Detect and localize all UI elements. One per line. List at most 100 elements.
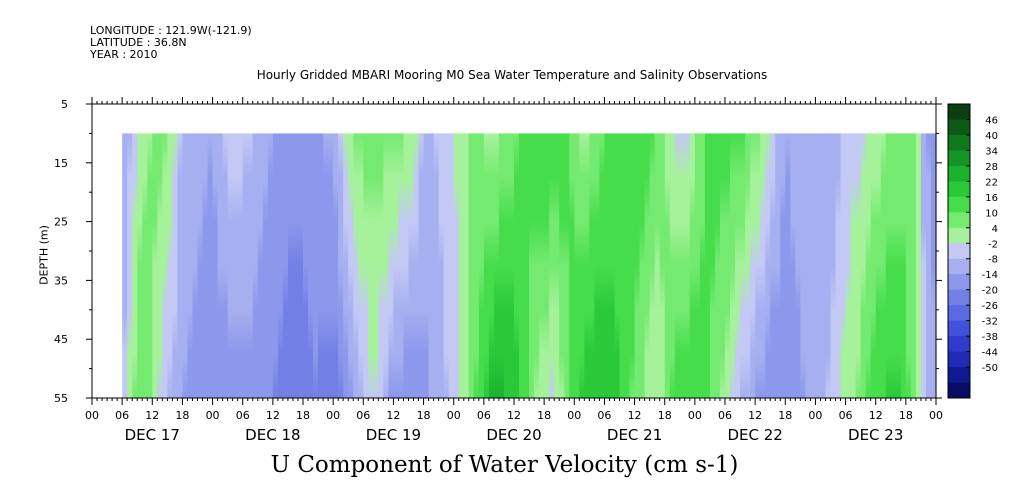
latitude-text: LATITUDE : 36.8N xyxy=(90,36,187,49)
heatmap-column xyxy=(599,133,606,398)
heatmap-column xyxy=(569,133,575,398)
colorbar: 46 40 34 28 22 16 10 4 -2 -8 -14 -20 -26 -32 -38 -44 -50 xyxy=(947,103,998,399)
heatmap-column xyxy=(865,133,872,398)
x-hour-label: 06 xyxy=(839,409,853,422)
heatmap-column xyxy=(292,133,299,398)
heatmap-column xyxy=(539,133,545,398)
heatmap-column xyxy=(217,133,224,398)
y-tick-label: 25 xyxy=(54,216,68,229)
heatmap-column xyxy=(267,133,274,398)
colorbar-segment xyxy=(948,104,970,120)
heatmap-column xyxy=(207,133,214,398)
heatmap-column xyxy=(885,133,892,398)
heatmap-column xyxy=(378,133,384,398)
x-hour-label: 06 xyxy=(356,409,370,422)
heatmap-column xyxy=(604,133,611,398)
heatmap-column xyxy=(182,133,189,398)
colorbar-segment xyxy=(948,274,970,291)
heatmap-column xyxy=(855,133,862,398)
heatmap-column xyxy=(453,133,460,398)
x-hour-label: 00 xyxy=(326,409,340,422)
heatmap-column xyxy=(443,133,450,398)
heatmap-column xyxy=(740,133,746,398)
heatmap-column xyxy=(388,133,395,398)
x-hour-label: 00 xyxy=(929,409,943,422)
heatmap-column xyxy=(689,133,696,398)
heatmap-column xyxy=(664,133,671,398)
heatmap-column xyxy=(333,133,339,398)
heatmap-column xyxy=(915,133,922,398)
heatmap-column xyxy=(383,133,390,398)
colorbar-label: 10 xyxy=(985,208,998,219)
heatmap-column xyxy=(433,133,440,398)
heatmap-column xyxy=(373,133,379,398)
x-date-label: DEC 19 xyxy=(366,426,421,444)
x-hour-label: 12 xyxy=(266,409,280,422)
heatmap-column xyxy=(654,133,661,398)
heatmap-column xyxy=(584,133,590,398)
x-hour-label: 06 xyxy=(477,409,491,422)
heatmap-column xyxy=(328,133,334,398)
heatmap-column xyxy=(785,133,791,398)
heatmap-column xyxy=(508,133,515,398)
colorbar-label: -20 xyxy=(982,286,998,297)
heatmap-column xyxy=(353,133,359,398)
heatmap-column xyxy=(142,133,148,398)
heatmap-column xyxy=(790,133,796,398)
colorbar-segment xyxy=(948,119,970,136)
heatmap-column xyxy=(348,133,354,398)
heatmap-column xyxy=(122,133,128,398)
heatmap-column xyxy=(403,133,410,398)
heatmap-column xyxy=(534,133,540,398)
heatmap-column xyxy=(398,133,405,398)
heatmap-column xyxy=(669,133,676,398)
heatmap-column xyxy=(810,133,817,398)
figure-title: Hourly Gridded MBARI Mooring M0 Sea Wate… xyxy=(256,68,768,82)
colorbar-segment xyxy=(948,382,970,399)
colorbar-segment xyxy=(948,243,970,260)
colorbar-segment xyxy=(948,367,970,384)
heatmap-column xyxy=(257,133,264,398)
heatmap-column xyxy=(488,133,495,398)
heatmap-column xyxy=(157,133,163,398)
heatmap-column xyxy=(549,133,555,398)
colorbar-segment xyxy=(948,258,970,275)
heatmap-column xyxy=(202,133,209,398)
x-hour-label: 00 xyxy=(447,409,461,422)
heatmap-column xyxy=(559,133,565,398)
heatmap-column xyxy=(594,133,601,398)
heatmap-column xyxy=(338,133,344,398)
heatmap-column xyxy=(514,133,520,398)
heatmap-column xyxy=(554,133,560,398)
heatmap-column xyxy=(438,133,445,398)
axes-layer: 5 15 25 35 45 55 00 06 12 18 00 06 12 18 00 06 12 18 00 06 1… xyxy=(54,97,943,444)
heatmap-column xyxy=(629,133,636,398)
colorbar-segment xyxy=(948,336,970,353)
heatmap-column xyxy=(368,133,374,398)
heatmap-column xyxy=(222,133,229,398)
heatmap-layer xyxy=(122,133,937,398)
heatmap-column xyxy=(162,133,168,398)
heatmap-column xyxy=(127,133,133,398)
y-tick-label: 5 xyxy=(61,98,68,111)
heatmap-column xyxy=(755,133,761,398)
heatmap-column xyxy=(519,133,525,398)
heatmap-column xyxy=(172,133,179,398)
heatmap-column xyxy=(920,133,927,398)
y-tick-label: 15 xyxy=(54,157,68,170)
heatmap-column xyxy=(750,133,756,398)
heatmap-column xyxy=(282,133,289,398)
heatmap-column xyxy=(544,133,550,398)
heatmap-column xyxy=(177,133,184,398)
heatmap-column xyxy=(192,133,199,398)
heatmap-column xyxy=(875,133,882,398)
heatmap-column xyxy=(905,133,912,398)
x-hour-label: 18 xyxy=(296,409,310,422)
heatmap-column xyxy=(187,133,194,398)
heatmap-column xyxy=(363,133,369,398)
heatmap-column xyxy=(589,133,595,398)
heatmap-column xyxy=(679,133,686,398)
heatmap-column xyxy=(458,133,465,398)
heatmap-column xyxy=(780,133,786,398)
heatmap-column xyxy=(800,133,806,398)
